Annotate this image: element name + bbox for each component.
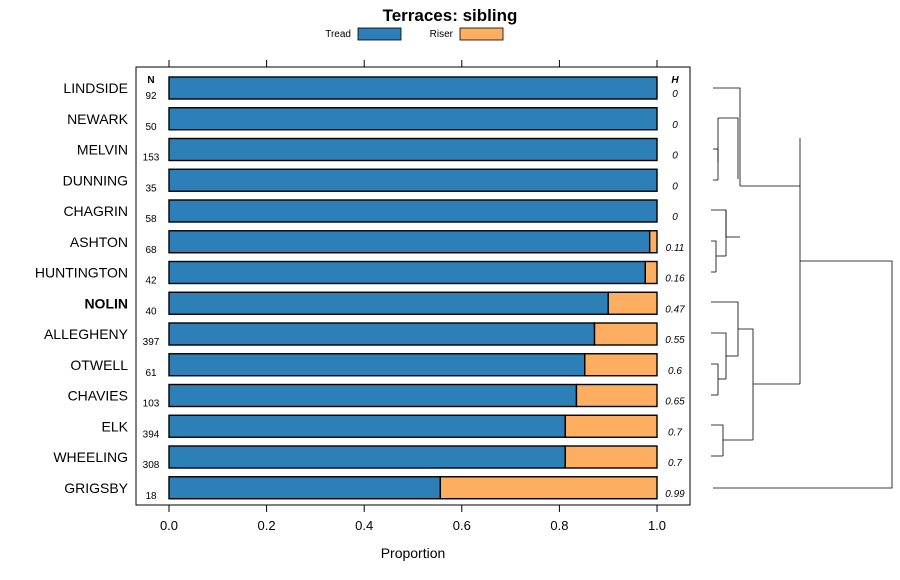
bar-riser-allegheny: [593, 322, 658, 346]
bar-tread-dunning: [168, 168, 658, 192]
plot-frame: [135, 66, 691, 506]
dendrogram-link: [713, 260, 893, 489]
legend: Tread Riser: [325, 27, 504, 41]
category-label: NEWARK: [67, 111, 129, 127]
n-value: 397: [143, 337, 160, 348]
bar-tread-wheeling: [168, 445, 566, 469]
x-tick-label: 1.0: [648, 518, 666, 533]
n-value: 35: [145, 183, 157, 194]
labels-group: LINDSIDE 92 0 NEWARK 50 0 MELVIN 153 0 DUNNING 35 0…: [35, 80, 685, 502]
h-value: 0.47: [665, 304, 685, 315]
h-value: 0.11: [666, 243, 685, 254]
legend-swatch-tread: [357, 27, 402, 41]
n-value: 61: [145, 368, 157, 379]
dendrogram-link: [718, 117, 739, 179]
bar-riser-wheeling: [564, 445, 658, 469]
n-value: 68: [145, 245, 157, 256]
bar-tread-grigsby: [168, 476, 442, 500]
n-value: 50: [145, 122, 157, 133]
bar-riser-grigsby: [439, 476, 658, 500]
bar-tread-nolin: [168, 291, 609, 315]
category-label: WHEELING: [53, 449, 128, 465]
category-label: ELK: [102, 418, 129, 434]
x-tick-label: 0.4: [355, 518, 373, 533]
bar-tread-allegheny: [168, 322, 596, 346]
h-value: 0.7: [668, 458, 682, 469]
bar-riser-elk: [564, 414, 658, 438]
category-label: NOLIN: [84, 295, 128, 311]
h-value: 0.65: [665, 397, 685, 408]
x-tick-label: 0.6: [453, 518, 471, 533]
n-value: 103: [143, 399, 160, 410]
h-value: 0.6: [668, 366, 682, 377]
category-label: DUNNING: [63, 172, 128, 188]
bar-tread-ashton: [168, 230, 651, 254]
h-value: 0.99: [665, 489, 685, 500]
n-value: 42: [145, 276, 157, 287]
legend-label-tread: Tread: [325, 29, 351, 40]
bar-tread-newark: [168, 107, 658, 131]
axes-group: 0.0 0.2 0.4 0.6 0.8 1.0: [160, 60, 666, 533]
dendrogram-link: [711, 240, 717, 272]
legend-swatch-riser: [459, 27, 504, 41]
h-value: 0.55: [665, 335, 685, 346]
bar-riser-ashton: [648, 230, 658, 254]
dendrogram-link: [711, 332, 727, 379]
h-value: 0.16: [665, 274, 685, 285]
category-label: OTWELL: [70, 357, 128, 373]
category-label: MELVIN: [77, 142, 128, 158]
bar-riser-chavies: [575, 383, 658, 408]
bar-tread-chagrin: [168, 199, 658, 223]
h-value: 0: [672, 181, 678, 192]
category-label: HUNTINGTON: [35, 265, 128, 281]
bar-tread-melvin: [168, 137, 658, 162]
h-value: 0: [672, 151, 678, 162]
category-label: GRIGSBY: [64, 480, 128, 496]
dendrogram-link: [711, 301, 739, 356]
n-value: 40: [145, 306, 157, 317]
bar-tread-lindside: [168, 76, 658, 100]
dendrogram-link: [711, 363, 719, 395]
bar-riser-huntington: [644, 260, 658, 285]
category-label: ALLEGHENY: [44, 326, 129, 342]
dendrogram-link: [711, 209, 727, 237]
legend-label-riser: Riser: [430, 29, 454, 40]
chart-title: Terraces: sibling: [383, 6, 518, 25]
n-value: 394: [143, 429, 160, 440]
dendrogram-link: [711, 424, 724, 456]
bars-group: [168, 76, 658, 500]
x-tick-label: 0.2: [258, 518, 276, 533]
category-label: CHAGRIN: [63, 203, 128, 219]
x-axis-label: Proportion: [381, 545, 446, 561]
x-tick-label: 0.8: [550, 518, 568, 533]
h-value: 0: [672, 212, 678, 223]
category-label: CHAVIES: [68, 388, 128, 404]
category-label: LINDSIDE: [63, 80, 128, 96]
dendrogram: [711, 87, 893, 489]
category-label: ASHTON: [70, 234, 128, 250]
n-value: 92: [145, 91, 157, 102]
bar-tread-elk: [168, 414, 566, 438]
n-value: 18: [145, 491, 157, 502]
n-column-header: N: [147, 75, 154, 86]
h-column-header: H: [671, 75, 679, 86]
h-value: 0: [672, 89, 678, 100]
x-tick-label: 0.0: [160, 518, 178, 533]
n-value: 308: [143, 460, 160, 471]
dendrogram-link: [738, 328, 754, 440]
dendrogram-link: [713, 87, 741, 186]
bar-riser-otwell: [584, 353, 658, 377]
bar-tread-chavies: [168, 383, 578, 408]
n-value: 58: [145, 214, 157, 225]
n-value: 153: [143, 153, 160, 164]
bar-riser-nolin: [607, 291, 658, 315]
h-value: 0: [672, 120, 678, 131]
bar-tread-huntington: [168, 260, 646, 285]
h-value: 0.7: [668, 427, 682, 438]
bar-tread-otwell: [168, 353, 586, 377]
